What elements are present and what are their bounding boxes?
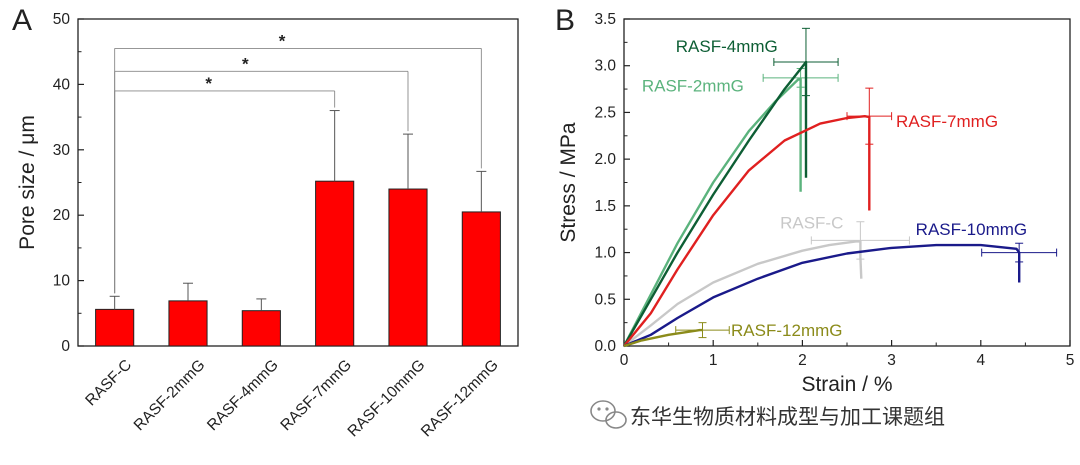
y-tick-label: 10: [53, 273, 71, 290]
series-label-rasf-c: RASF-C: [780, 214, 843, 233]
axes: 0.0 0.5 1.0 1.5 2.0 2.5 3.0 3.5 0 1 2 3 4 5: [594, 11, 1074, 369]
y-tick-label: 3.5: [594, 11, 616, 28]
x-tick-label: 3: [887, 352, 896, 369]
x-tick-label: 1: [709, 352, 718, 369]
y-tick-label: 2.5: [594, 104, 616, 121]
y-tick-label: 3.0: [594, 58, 616, 75]
x-tick-label: RASF-10mmG: [345, 356, 429, 440]
watermark-text: 东华生物质材料成型与加工课题组: [630, 405, 945, 429]
series-label-rasf-10mmg: RASF-10mmG: [916, 220, 1027, 239]
panel-letter-b: B: [555, 4, 575, 37]
x-tick-label: 2: [798, 352, 807, 369]
x-tick-labels: RASF-CRASF-2mmGRASF-4mmGRASF-7mmGRASF-10…: [82, 356, 501, 440]
significance-star: *: [242, 54, 249, 73]
x-tick-label: 5: [1066, 352, 1075, 369]
y-tick-label: 50: [53, 11, 71, 28]
bar: [461, 211, 501, 347]
series-label-rasf-4mmg: RASF-4mmG: [676, 37, 778, 56]
x-tick-label: RASF-7mmG: [277, 356, 355, 434]
series-line-rasf-2mmg: [622, 77, 802, 347]
y-axis-title: Stress / MPa: [557, 122, 580, 243]
bar: [168, 300, 208, 347]
panel-letter-a: A: [12, 4, 32, 37]
significance-star: *: [279, 31, 286, 50]
y-tick-label: 30: [53, 142, 71, 159]
series-label-rasf-12mmg: RASF-12mmG: [731, 321, 842, 340]
bar: [95, 308, 135, 347]
x-tick-label: 0: [620, 352, 629, 369]
y-axis-title: Pore size / μm: [16, 115, 39, 250]
y-tick-label: 20: [53, 207, 71, 224]
bar: [315, 180, 355, 347]
watermark: 东华生物质材料成型与加工课题组: [590, 400, 945, 429]
y-tick-label: 2.0: [594, 151, 616, 168]
line-chart-panel: B Stress / MPa Strain / % 0.0 0.5 1.0 1.5 2.…: [555, 4, 1074, 396]
series-label-rasf-7mmg: RASF-7mmG: [896, 112, 998, 131]
significance-star: *: [205, 74, 212, 93]
y-tick-label: 40: [53, 76, 71, 93]
x-tick-label: 4: [976, 352, 985, 369]
y-tick-label: 0: [61, 338, 70, 355]
x-tick-label: RASF-C: [82, 356, 135, 409]
plot-frame: [77, 18, 519, 347]
bars: [95, 110, 501, 347]
wechat-icon: [590, 400, 627, 429]
x-tick-label: RASF-12mmG: [418, 356, 502, 440]
x-axis-title: Strain / %: [801, 373, 892, 396]
y-tick-label: 0.5: [594, 291, 616, 308]
y-tick-label: 0.0: [594, 338, 616, 355]
axes: 0 10 20 30 40 50: [53, 11, 519, 355]
x-tick-label: RASF-2mmG: [131, 356, 209, 434]
series-lines: RASF-C RASF-2mmG RASF-4mmG RASF-7mmG RASF-10…: [622, 27, 1058, 348]
bar: [241, 310, 281, 347]
significance-brackets: * * *: [114, 31, 482, 294]
series-label-rasf-2mmg: RASF-2mmG: [642, 76, 744, 95]
series-line-rasf-4mmg: [622, 60, 808, 347]
bar: [388, 188, 428, 347]
x-tick-label: RASF-4mmG: [204, 356, 282, 434]
y-tick-label: 1.0: [594, 245, 616, 262]
y-tick-label: 1.5: [594, 198, 616, 215]
